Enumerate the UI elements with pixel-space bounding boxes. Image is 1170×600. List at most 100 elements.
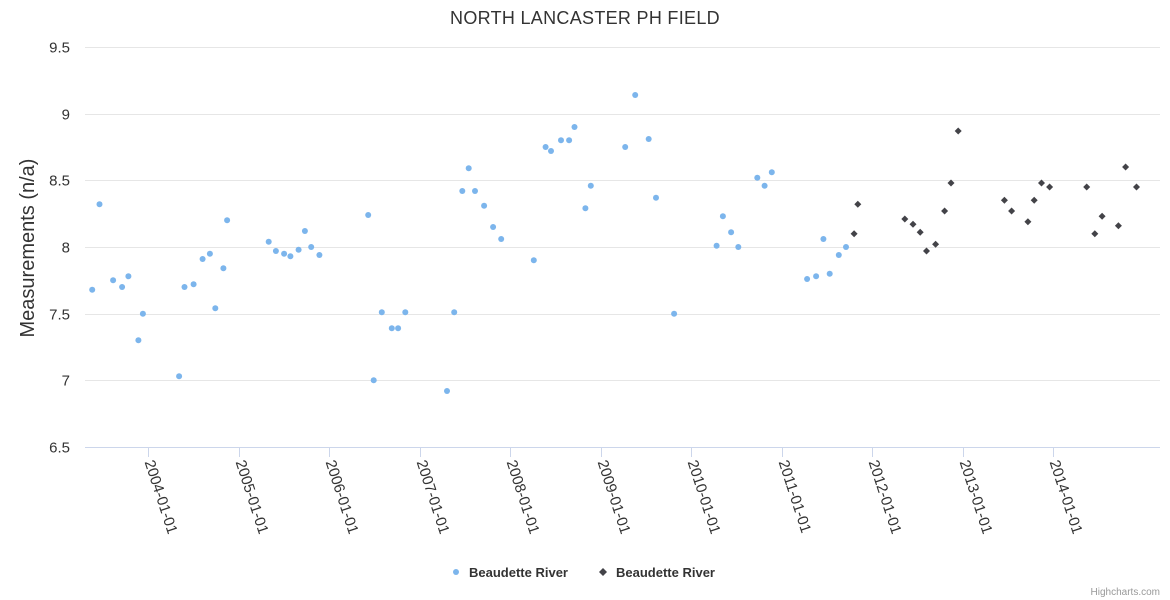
data-point[interactable] bbox=[916, 228, 924, 236]
data-point[interactable] bbox=[542, 144, 549, 150]
data-point[interactable] bbox=[316, 252, 323, 258]
data-point[interactable] bbox=[761, 182, 768, 189]
data-point[interactable] bbox=[1000, 196, 1008, 204]
data-point[interactable] bbox=[110, 277, 117, 284]
data-point[interactable] bbox=[451, 309, 458, 316]
data-point[interactable] bbox=[566, 137, 573, 144]
data-point[interactable] bbox=[370, 377, 377, 384]
data-point[interactable] bbox=[199, 256, 206, 262]
data-point[interactable] bbox=[632, 92, 639, 98]
legend-item-series-1[interactable]: Beaudette River bbox=[599, 565, 715, 580]
data-point[interactable] bbox=[1008, 207, 1016, 215]
data-point[interactable] bbox=[308, 244, 315, 250]
legend-diamond-marker bbox=[599, 568, 607, 576]
data-point[interactable] bbox=[909, 220, 917, 228]
data-point[interactable] bbox=[854, 200, 862, 208]
data-point[interactable] bbox=[558, 137, 564, 144]
data-point[interactable] bbox=[587, 182, 594, 189]
data-point[interactable] bbox=[901, 215, 909, 223]
y-axis-labels: 9.5 9 8.5 8 7.5 7 6.5 bbox=[49, 40, 70, 457]
y-tick-label: 9 bbox=[62, 107, 70, 124]
data-point[interactable] bbox=[176, 373, 183, 380]
data-point[interactable] bbox=[768, 169, 775, 176]
legend-circle-marker bbox=[453, 569, 459, 575]
data-point[interactable] bbox=[1114, 222, 1122, 230]
data-point[interactable] bbox=[287, 253, 294, 260]
data-point[interactable] bbox=[481, 202, 488, 209]
data-point[interactable] bbox=[820, 236, 827, 242]
data-point[interactable] bbox=[582, 205, 589, 212]
data-point[interactable] bbox=[1030, 196, 1038, 204]
data-point[interactable] bbox=[465, 165, 472, 172]
data-point[interactable] bbox=[947, 179, 955, 187]
data-point[interactable] bbox=[1133, 183, 1140, 191]
data-point[interactable] bbox=[1122, 163, 1130, 171]
data-point[interactable] bbox=[1046, 183, 1054, 191]
data-point[interactable] bbox=[813, 273, 820, 280]
y-axis-title: Measurements (n/a) bbox=[17, 159, 39, 338]
data-point[interactable] bbox=[571, 124, 578, 130]
data-point[interactable] bbox=[804, 276, 811, 282]
y-tick-label: 8 bbox=[62, 240, 70, 257]
data-point[interactable] bbox=[835, 252, 842, 258]
data-point[interactable] bbox=[125, 273, 132, 280]
data-point[interactable] bbox=[498, 236, 505, 242]
data-point[interactable] bbox=[735, 244, 742, 250]
data-point[interactable] bbox=[212, 305, 219, 312]
series-beaudette-river-diamonds[interactable] bbox=[850, 127, 1140, 255]
data-point[interactable] bbox=[645, 136, 652, 142]
data-point[interactable] bbox=[923, 247, 930, 255]
data-point[interactable] bbox=[713, 242, 720, 249]
data-point[interactable] bbox=[301, 228, 308, 234]
data-point[interactable] bbox=[653, 194, 659, 201]
data-point[interactable] bbox=[530, 257, 537, 264]
data-point[interactable] bbox=[96, 201, 103, 208]
legend-item-series-0[interactable]: Beaudette River bbox=[453, 565, 568, 580]
credits-link[interactable]: Highcharts.com bbox=[1091, 587, 1160, 598]
data-point[interactable] bbox=[728, 229, 735, 236]
data-point[interactable] bbox=[181, 284, 188, 290]
data-point[interactable] bbox=[843, 244, 849, 250]
data-point[interactable] bbox=[826, 270, 833, 277]
data-point[interactable] bbox=[490, 224, 497, 230]
data-point[interactable] bbox=[444, 388, 450, 394]
data-point[interactable] bbox=[850, 230, 858, 238]
data-point[interactable] bbox=[365, 212, 372, 218]
data-point[interactable] bbox=[1038, 179, 1045, 187]
data-point[interactable] bbox=[472, 188, 478, 194]
data-point[interactable] bbox=[548, 148, 554, 154]
data-point[interactable] bbox=[139, 310, 146, 317]
chart-title: NORTH LANCASTER PH FIELD bbox=[450, 8, 720, 28]
data-point[interactable] bbox=[932, 240, 940, 248]
data-point[interactable] bbox=[402, 309, 409, 316]
data-point[interactable] bbox=[119, 284, 126, 290]
data-point[interactable] bbox=[89, 286, 96, 293]
legend-label-series-1: Beaudette River bbox=[616, 565, 715, 580]
data-point[interactable] bbox=[754, 174, 761, 181]
data-point[interactable] bbox=[378, 309, 385, 316]
data-point[interactable] bbox=[220, 265, 227, 272]
data-point[interactable] bbox=[1083, 183, 1091, 191]
data-point[interactable] bbox=[135, 337, 142, 344]
data-point[interactable] bbox=[206, 250, 213, 257]
data-point[interactable] bbox=[190, 281, 197, 288]
data-point[interactable] bbox=[388, 325, 395, 332]
data-point[interactable] bbox=[719, 213, 726, 220]
data-point[interactable] bbox=[459, 188, 466, 194]
y-tick-label: 8.5 bbox=[49, 173, 70, 190]
y-tick-label: 7 bbox=[62, 373, 70, 390]
data-point[interactable] bbox=[1091, 230, 1099, 238]
data-point[interactable] bbox=[1098, 212, 1106, 220]
data-point[interactable] bbox=[224, 217, 231, 224]
data-point[interactable] bbox=[622, 144, 629, 150]
data-point[interactable] bbox=[295, 246, 302, 253]
data-point[interactable] bbox=[281, 250, 288, 257]
data-point[interactable] bbox=[954, 127, 962, 135]
series-beaudette-river-circles[interactable] bbox=[89, 92, 849, 394]
data-point[interactable] bbox=[671, 310, 678, 317]
data-point[interactable] bbox=[1024, 218, 1032, 226]
data-point[interactable] bbox=[265, 238, 272, 245]
data-point[interactable] bbox=[272, 248, 279, 254]
data-point[interactable] bbox=[941, 207, 949, 215]
data-point[interactable] bbox=[395, 325, 402, 332]
